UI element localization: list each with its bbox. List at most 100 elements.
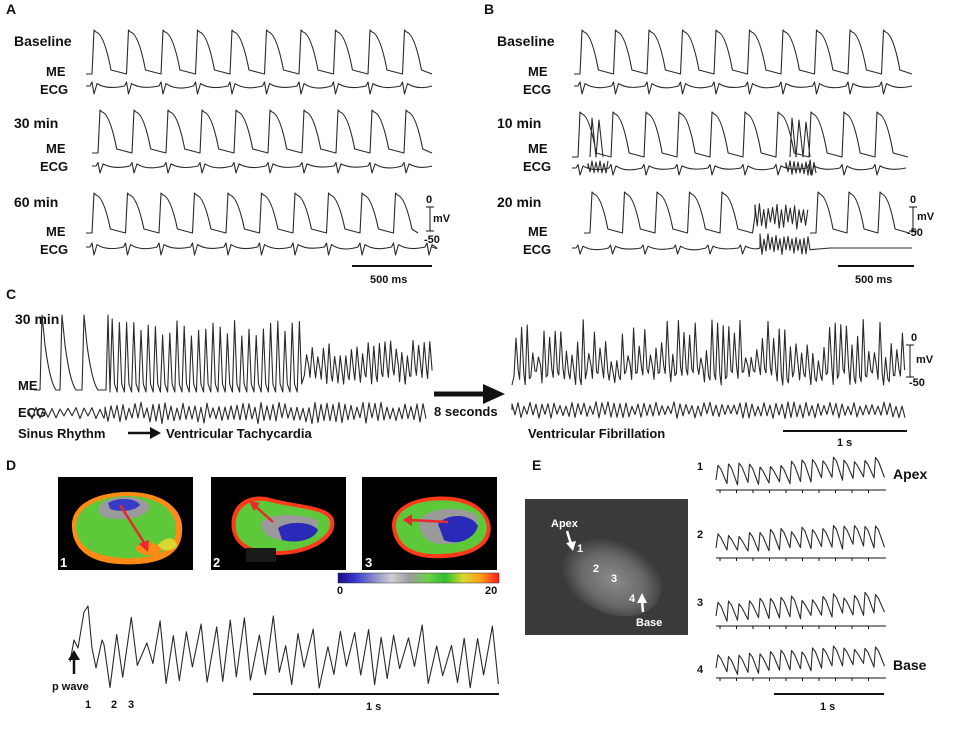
condition-label-20-min: 20 min	[497, 194, 541, 210]
baseline-axis	[716, 677, 886, 681]
ecg-trace	[86, 81, 433, 95]
baseline-axis	[716, 625, 886, 629]
site-number: 4	[629, 593, 636, 605]
ecg-label: ECG	[40, 242, 68, 257]
ventricular-fibrillation-label: Ventricular Fibrillation	[528, 426, 665, 441]
condition-label-60-min: 60 min	[14, 194, 58, 210]
trace-marker: 1	[85, 699, 91, 711]
ecg-trace	[69, 605, 499, 689]
time-scale-label: 1 s	[820, 701, 835, 713]
ecg-trace	[86, 242, 438, 256]
map-number: 1	[60, 555, 67, 570]
colorbar-min-label: 0	[337, 585, 343, 597]
site-number: 2	[593, 563, 599, 575]
site-number: 3	[611, 573, 617, 585]
panel-letter-c: C	[6, 286, 16, 302]
time-scale-label: 1 s	[837, 437, 852, 449]
site-number: 1	[577, 543, 583, 555]
p-wave-label: p wave	[52, 681, 89, 693]
me-label: ME	[46, 141, 66, 156]
voltage-scale-bar: 0 mV -50	[424, 194, 451, 246]
ecg-label: ECG	[40, 82, 68, 97]
me-label: ME	[528, 64, 548, 79]
ecg-trace	[574, 81, 913, 95]
time-gap-arrow	[434, 384, 505, 404]
me-trace	[572, 111, 909, 158]
rhythm-transition-arrow	[128, 427, 161, 439]
trace-marker: 3	[128, 699, 134, 711]
scale-top-label: 0	[911, 332, 917, 344]
map-number: 2	[213, 555, 220, 570]
time-gap-label: 8 seconds	[434, 404, 498, 419]
scale-bottom-label: -50	[907, 227, 923, 239]
me-label: ME	[18, 378, 38, 393]
apex-label: Apex	[551, 518, 579, 530]
me-label: ME	[46, 224, 66, 239]
ecg-label: ECG	[523, 82, 551, 97]
base-label: Base	[636, 617, 662, 629]
me-trace	[86, 29, 433, 75]
ecg-trace	[572, 159, 907, 176]
trace-marker: 2	[111, 699, 117, 711]
me-label: ME	[528, 141, 548, 156]
base-trace-label: Base	[893, 657, 927, 673]
ecg-trace-sinus-vt	[27, 401, 427, 425]
panel-c: C 30 min ME ECG Sinus Rhythm Ventricular…	[6, 286, 934, 449]
activation-map-3: 3	[362, 477, 497, 570]
ecg-label: ECG	[40, 159, 68, 174]
ecg-label: ECG	[523, 242, 551, 257]
ecg-trace	[92, 161, 433, 174]
trace-number: 4	[697, 664, 704, 676]
activation-map-2: 2	[211, 477, 346, 570]
scale-unit-label: mV	[433, 213, 451, 225]
panel-letter-d: D	[6, 457, 16, 473]
condition-label-10-min: 10 min	[497, 115, 541, 131]
p-wave-arrow	[68, 650, 80, 674]
ecg-trace	[572, 233, 912, 255]
voltage-scale-bar: 0 mV -50	[906, 332, 934, 389]
activation-map-1: 1	[58, 477, 193, 570]
colorbar-max-label: 20	[485, 585, 497, 597]
time-scale-label: 500 ms	[855, 274, 892, 286]
ventricular-tachycardia-label: Ventricular Tachycardia	[166, 426, 312, 441]
panel-letter-a: A	[6, 1, 16, 17]
optical-trace-site-1	[715, 456, 886, 486]
trace-number: 2	[697, 529, 703, 541]
colorbar	[337, 572, 500, 584]
me-label: ME	[528, 224, 548, 239]
me-trace	[584, 191, 910, 234]
trace-number: 1	[697, 461, 703, 473]
baseline-axis	[716, 557, 886, 561]
optical-trace-site-4	[715, 645, 886, 675]
condition-label-baseline: Baseline	[497, 33, 555, 49]
ecg-trace-vf	[511, 401, 906, 419]
apex-trace-label: Apex	[893, 466, 927, 482]
me-trace-sinus-vt	[34, 314, 433, 393]
scale-bottom-label: -50	[424, 234, 440, 246]
scale-unit-label: mV	[917, 211, 935, 223]
base-arrow	[637, 593, 647, 613]
scale-top-label: 0	[910, 194, 916, 206]
sinus-rhythm-label: Sinus Rhythm	[18, 426, 105, 441]
panel-letter-b: B	[484, 1, 494, 17]
panel-d: D 1 2	[6, 457, 500, 713]
me-trace	[86, 192, 419, 234]
me-label: ME	[46, 64, 66, 79]
condition-label-baseline: Baseline	[14, 33, 72, 49]
panel-b: B Baseline ME ECG 10 min ME ECG 20 min M…	[484, 1, 935, 286]
optical-trace-site-2	[715, 524, 886, 552]
baseline-axis	[716, 489, 886, 493]
scale-bottom-label: -50	[909, 377, 925, 389]
me-trace-vf	[511, 318, 906, 386]
scale-unit-label: mV	[916, 354, 934, 366]
condition-label-30-min: 30 min	[14, 115, 58, 131]
map-number: 3	[365, 555, 372, 570]
time-scale-label: 500 ms	[370, 274, 407, 286]
me-trace	[574, 29, 913, 75]
heart-fluorescence-image: Apex 1 2 3 4 Base	[525, 499, 688, 635]
voltage-scale-bar: 0 mV -50	[907, 194, 935, 239]
scale-top-label: 0	[426, 194, 432, 206]
me-trace	[92, 109, 433, 154]
ecg-label: ECG	[523, 159, 551, 174]
